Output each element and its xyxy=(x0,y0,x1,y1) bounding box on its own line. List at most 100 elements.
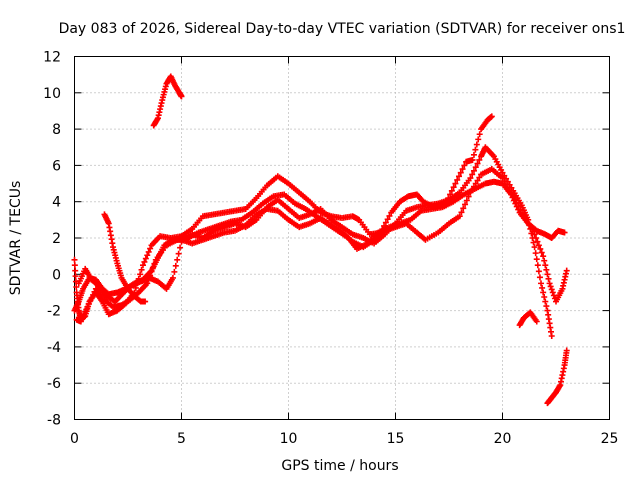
data-point-marker xyxy=(529,228,536,235)
data-point-marker xyxy=(506,187,513,194)
data-point-marker xyxy=(467,189,474,196)
data-point-marker xyxy=(463,197,470,204)
data-point-marker xyxy=(382,219,389,226)
data-point-marker xyxy=(531,231,538,238)
data-point-marker xyxy=(142,298,149,305)
data-point-marker xyxy=(524,219,531,226)
data-point-marker xyxy=(519,209,526,216)
data-point-marker xyxy=(469,171,476,178)
data-point-marker xyxy=(85,300,92,307)
y-tick-label: -2 xyxy=(47,304,61,320)
data-point-marker xyxy=(142,255,149,262)
x-tick-labels: 0 5 10 15 20 25 xyxy=(70,431,618,447)
data-point-marker xyxy=(499,169,506,176)
data-point-marker xyxy=(475,136,482,143)
series-track-4 xyxy=(71,166,570,314)
data-point-marker xyxy=(504,184,511,191)
data-point-marker xyxy=(546,280,553,287)
data-point-marker xyxy=(503,181,510,188)
data-point-marker xyxy=(470,167,477,174)
data-point-marker xyxy=(543,266,550,273)
data-point-marker xyxy=(472,180,479,187)
data-point-marker xyxy=(171,268,178,275)
y-axis-label: SDTVAR / TECUs xyxy=(8,181,24,296)
x-tick-label: 20 xyxy=(494,431,512,447)
data-point-marker xyxy=(548,286,555,293)
data-point-marker xyxy=(542,262,549,269)
data-point-marker xyxy=(457,169,464,176)
data-point-marker xyxy=(528,225,535,232)
data-point-marker xyxy=(473,141,480,148)
data-point-marker xyxy=(469,186,476,193)
data-point-marker xyxy=(488,113,495,120)
data-point-marker xyxy=(474,177,481,184)
x-tick-label: 15 xyxy=(387,431,405,447)
data-point-marker xyxy=(540,253,547,260)
data-point-marker xyxy=(563,347,570,354)
data-point-marker xyxy=(461,162,468,169)
y-tick-label: 2 xyxy=(52,231,61,247)
data-point-marker xyxy=(537,245,544,252)
x-tick-label: 25 xyxy=(601,431,619,447)
data-point-marker xyxy=(544,271,551,278)
y-tick-label: 10 xyxy=(43,86,61,102)
y-tick-label: -8 xyxy=(47,413,61,429)
data-point-marker xyxy=(73,284,80,291)
data-point-marker xyxy=(541,293,548,300)
data-point-marker xyxy=(467,175,474,182)
data-point-marker xyxy=(139,262,146,269)
data-point-marker xyxy=(531,244,538,251)
data-point-marker xyxy=(137,271,144,278)
data-point-marker xyxy=(543,303,550,310)
data-point-marker xyxy=(144,252,151,259)
data-point-marker xyxy=(72,267,79,274)
data-point-marker xyxy=(459,166,466,173)
data-point-marker xyxy=(511,196,518,203)
data-point-marker xyxy=(526,222,533,229)
data-point-marker xyxy=(472,146,479,153)
y-tick-label: -6 xyxy=(47,376,61,392)
data-point-marker xyxy=(533,256,540,263)
data-point-marker xyxy=(539,284,546,291)
data-point-marker xyxy=(532,250,539,257)
chart-title: Day 083 of 2026, Sidereal Day-to-day VTE… xyxy=(59,21,626,37)
data-point-marker xyxy=(452,180,459,187)
data-point-marker xyxy=(563,267,570,274)
data-point-marker xyxy=(530,239,537,246)
data-point-marker xyxy=(522,216,529,223)
data-point-marker xyxy=(517,206,524,213)
data-point-marker xyxy=(535,242,542,249)
data-point-marker xyxy=(462,201,469,208)
data-point-marker xyxy=(476,174,483,181)
data-point-marker xyxy=(472,164,479,171)
data-point-marker xyxy=(172,262,179,269)
data-point-marker xyxy=(386,212,393,219)
data-point-marker xyxy=(90,291,97,298)
data-point-marker xyxy=(548,333,555,340)
data-point-marker xyxy=(177,244,184,251)
data-point-marker xyxy=(547,283,554,290)
data-point-marker xyxy=(476,156,483,163)
data-point-marker xyxy=(178,93,185,100)
x-tick-label: 10 xyxy=(280,431,298,447)
grid-lines xyxy=(74,56,610,420)
data-point-marker xyxy=(147,245,154,252)
data-point-marker xyxy=(448,187,455,194)
data-point-marker xyxy=(520,213,527,220)
data-point-marker xyxy=(88,294,95,301)
data-point-marker xyxy=(533,318,540,325)
data-point-marker xyxy=(470,183,477,190)
data-point-marker xyxy=(72,273,79,280)
data-point-marker xyxy=(87,297,94,304)
data-point-marker xyxy=(515,203,522,210)
data-point-marker xyxy=(541,257,548,264)
data-point-marker xyxy=(71,256,78,263)
data-point-marker xyxy=(540,289,547,296)
y-tick-label: 0 xyxy=(52,267,61,283)
data-point-marker xyxy=(501,178,508,185)
data-point-marker xyxy=(534,238,541,245)
data-point-marker xyxy=(508,190,515,197)
data-point-marker xyxy=(460,205,467,212)
data-marks xyxy=(71,73,570,407)
